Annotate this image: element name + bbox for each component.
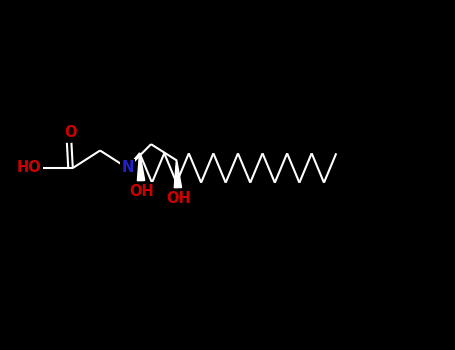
Polygon shape <box>137 153 145 181</box>
Text: OH: OH <box>130 184 154 198</box>
Text: O: O <box>64 125 76 140</box>
Text: HO: HO <box>17 161 41 175</box>
Text: OH: OH <box>167 191 191 205</box>
Text: N: N <box>121 161 134 175</box>
Polygon shape <box>174 160 182 188</box>
